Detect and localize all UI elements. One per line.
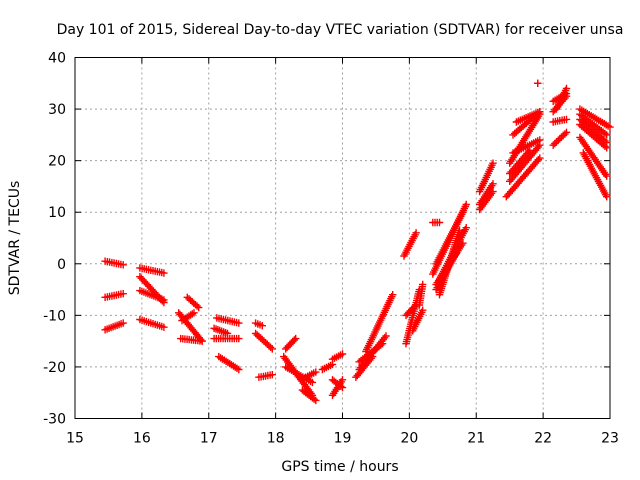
data-point [455,226,464,234]
data-point [603,193,611,201]
chart-title: Day 101 of 2015, Sidereal Day-to-day VTE… [57,22,624,38]
axis-ticks [74,57,611,419]
series-arc-a2 [136,264,168,331]
y-tick-label: 40 [48,51,66,67]
x-tick-label: 23 [601,431,619,447]
data-point [419,306,427,314]
y-axis-label: SDTVAR / TECUs [7,181,23,296]
series-arc-a3 [175,293,206,345]
data-point [603,144,611,152]
data-point [235,334,243,343]
data-point [603,172,611,180]
data-point [160,323,168,331]
y-tick-label: 10 [48,205,66,221]
x-tick-label: 16 [133,431,151,447]
series-arc-a5 [251,319,276,381]
data-point [268,371,276,379]
data-point [312,396,320,405]
data-point [489,159,497,167]
x-tick-label: 17 [200,431,218,447]
x-tick-label: 15 [66,431,84,447]
grid-lines [75,57,610,419]
series-arc-a9 [429,200,470,299]
data-point [119,290,127,298]
data-point [268,345,276,353]
data-point [489,180,497,188]
data-point [562,115,571,124]
series-arc-a11 [502,108,544,201]
data-point [536,108,544,116]
y-tick-label: -20 [43,360,66,376]
data-point [312,368,320,376]
data-point [190,309,198,317]
series-arc-a6 [280,334,320,405]
y-tick-label: 0 [57,257,66,273]
x-tick-label: 18 [267,431,285,447]
data-point [119,261,127,269]
y-tick-label: 20 [48,154,66,170]
data-point [338,376,347,384]
series-arc-a13 [576,105,614,201]
y-tick-label: 30 [48,102,66,118]
y-tick-labels: -30 -20 -10 0 10 20 30 40 [43,51,66,428]
data-point [389,291,397,299]
x-tick-label: 22 [534,431,552,447]
data-point [606,123,614,131]
data-point [562,89,571,98]
data-point [160,296,168,304]
data-point [412,229,420,237]
data-points [101,79,614,405]
data-point [562,128,571,136]
data-point [536,136,544,144]
x-tick-labels: 15 16 17 18 19 20 21 22 23 [66,431,619,447]
data-point [338,350,347,358]
y-tick-label: -10 [43,308,66,324]
data-point [435,218,444,227]
data-point [462,224,470,232]
y-tick-label: -30 [43,412,66,428]
data-point [258,322,266,330]
data-point [489,187,497,196]
data-point [308,378,317,387]
series-arc-a10 [475,159,497,214]
data-point [459,208,467,216]
data-point [338,383,347,392]
x-axis-label: GPS time / hours [281,459,398,475]
data-point [462,200,470,209]
series-arc-a8 [400,218,444,348]
x-tick-label: 19 [334,431,352,447]
data-point [160,269,168,277]
data-point [119,319,127,327]
data-point [378,340,387,348]
data-point [292,334,300,343]
data-point [382,332,390,340]
data-point [235,365,243,374]
data-point [459,239,467,247]
x-tick-label: 21 [467,431,485,447]
x-tick-label: 20 [400,431,418,447]
data-point [235,319,243,327]
series-arc-a12 [534,79,571,149]
data-point [534,79,542,87]
data-point [526,146,534,154]
data-point [198,337,206,345]
series-arc-a7 [318,291,397,399]
data-point [536,154,544,162]
data-point [195,303,203,312]
data-point [603,131,611,139]
series-arc-a4 [210,314,243,374]
data-point [419,280,427,289]
series-arc-a1 [101,257,127,334]
